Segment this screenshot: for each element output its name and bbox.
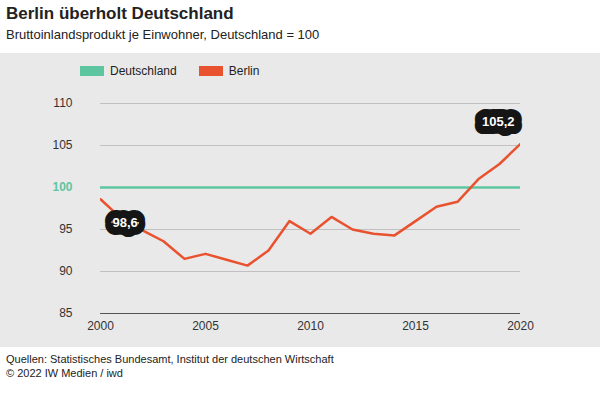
svg-text:90: 90 xyxy=(59,264,73,278)
svg-text:2010: 2010 xyxy=(297,319,324,333)
html-text:Berlin überholt Deutschland: Berlin überholt Deutschland xyxy=(6,4,234,23)
svg-text:105: 105 xyxy=(52,138,72,152)
html-text:Quellen: Statistisches Bundesa: Quellen: Statistisches Bundesamt, Instit… xyxy=(6,353,334,365)
svg-text:95: 95 xyxy=(59,222,73,236)
svg-text:2000: 2000 xyxy=(87,319,114,333)
svg-text:100: 100 xyxy=(52,180,72,194)
svg-text:85: 85 xyxy=(59,306,73,320)
svg-text:2020: 2020 xyxy=(507,319,534,333)
html-text:Berlin: Berlin xyxy=(228,64,260,78)
html-text:Deutschland: Deutschland xyxy=(110,64,177,78)
html-text:Bruttoinlandsprodukt je Einwoh: Bruttoinlandsprodukt je Einwohner, Deuts… xyxy=(6,27,320,42)
svg-text:2005: 2005 xyxy=(192,319,219,333)
svg-text:110: 110 xyxy=(53,96,72,110)
svg-text:2015: 2015 xyxy=(402,319,429,333)
svg-text:98,6: 98,6 xyxy=(113,215,138,230)
html-text:© 2022 IW Medien / iwd: © 2022 IW Medien / iwd xyxy=(6,367,123,379)
svg-text:105,2: 105,2 xyxy=(482,114,515,129)
